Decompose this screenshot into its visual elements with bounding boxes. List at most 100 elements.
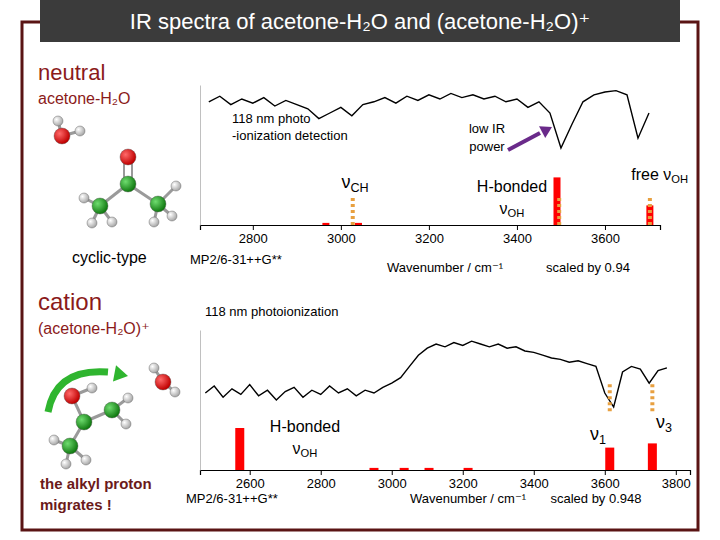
- calc-bar: [355, 223, 362, 225]
- atom: [81, 455, 91, 465]
- x-tick-mark: [253, 225, 254, 230]
- atom: [64, 388, 80, 404]
- text-subscript: 3: [665, 421, 672, 435]
- calc-bar: [235, 428, 244, 470]
- x-tick: 2800: [307, 470, 336, 491]
- text-subscript: OH: [508, 207, 525, 219]
- peak-label: νOH: [293, 440, 318, 459]
- text-part: free ν: [631, 166, 671, 183]
- scale-note: scaled by 0.948: [550, 491, 641, 506]
- y-axis-line: [200, 86, 201, 226]
- atom: [87, 383, 97, 393]
- peak-label: free νOH: [631, 166, 688, 185]
- x-tick-mark: [605, 470, 606, 475]
- atom: [149, 217, 159, 227]
- text-subscript: OH: [671, 173, 688, 185]
- atom: [171, 181, 181, 191]
- detection: -ionization detection: [232, 128, 348, 143]
- atom: [87, 218, 97, 228]
- x-tick-mark: [250, 470, 251, 475]
- x-tick-mark: [321, 470, 322, 475]
- x-tick-label: 3200: [449, 476, 478, 491]
- x-tick-label: 3200: [415, 231, 444, 246]
- panel: 28003000320034003600neutralacetone-H₂Ocy…: [38, 60, 688, 275]
- peak-label: ν1: [590, 424, 606, 447]
- text-part: ν: [500, 200, 508, 217]
- slide-frame: [22, 22, 698, 530]
- y-axis: [200, 331, 201, 471]
- calc-bar: [605, 448, 614, 470]
- x-tick-label: 3400: [503, 231, 532, 246]
- x-tick: 3600: [591, 225, 620, 246]
- x-tick: 2600: [236, 470, 265, 491]
- x-tick: 3400: [520, 470, 549, 491]
- text-subscript: OH: [301, 447, 318, 459]
- x-axis: 2800 3000 3200 3400 3600: [201, 225, 661, 246]
- text-part: ν: [656, 412, 665, 432]
- calc-bar: [425, 468, 434, 470]
- atom: [104, 402, 120, 418]
- x-label: Wavenumber / cm⁻¹: [410, 491, 527, 506]
- atom: [149, 363, 159, 373]
- note: low IR: [469, 121, 505, 136]
- atom: [54, 128, 70, 144]
- method: MP2/6-31++G**: [190, 252, 282, 267]
- spectrum-line: [209, 91, 649, 148]
- peak-label: H-bonded: [270, 418, 340, 435]
- x-tick-label: 2800: [239, 231, 268, 246]
- text-part: ν: [341, 172, 350, 192]
- x-tick: 3600: [591, 470, 620, 491]
- text-part: ν: [293, 440, 301, 457]
- y-axis: [200, 86, 201, 226]
- panel-label: neutral: [38, 60, 105, 85]
- text-subscript: CH: [350, 181, 368, 195]
- text-subscript: 1: [599, 433, 606, 447]
- atom: [76, 414, 92, 430]
- observed-peak: [557, 197, 561, 225]
- arrow-head: [113, 365, 128, 381]
- x-tick-mark: [605, 225, 606, 230]
- observed-peak: [351, 197, 355, 225]
- observed-peak: [650, 383, 654, 411]
- x-tick: 3000: [327, 225, 356, 246]
- observed-peak: [648, 197, 652, 225]
- detection: 118 nm photo: [232, 111, 311, 126]
- x-tick-label: 3600: [591, 476, 620, 491]
- atom: [107, 217, 117, 227]
- atom: [167, 211, 177, 221]
- atom: [92, 198, 108, 214]
- structure-label: cyclic-type: [72, 249, 147, 266]
- x-tick: 3200: [415, 225, 444, 246]
- x-tick: 3400: [503, 225, 532, 246]
- peak-label: ν3: [656, 412, 672, 435]
- structure-label: the alkyl proton: [40, 475, 152, 492]
- atom: [49, 435, 59, 445]
- atom: [61, 459, 71, 469]
- plot-area: [205, 341, 667, 470]
- x-tick: 3200: [449, 470, 478, 491]
- title-box: [40, 0, 680, 42]
- peak-label: νOH: [500, 200, 525, 219]
- atom: [121, 419, 131, 429]
- peak-label: H-bonded: [477, 178, 547, 195]
- x-tick-mark: [429, 225, 430, 230]
- x-tick-label: 2600: [236, 476, 265, 491]
- calc-bar: [369, 468, 378, 470]
- atom: [170, 387, 180, 397]
- x-tick-mark: [392, 470, 393, 475]
- x-tick-mark: [534, 470, 535, 475]
- atom: [120, 176, 136, 192]
- calc-bar: [648, 443, 657, 470]
- structure-label: migrates !: [40, 496, 112, 513]
- x-axis: 2600280030003200340036003800: [201, 470, 691, 491]
- x-tick-mark: [517, 225, 518, 230]
- arrow-head: [539, 126, 552, 138]
- atom: [62, 438, 78, 454]
- x-label: Wavenumber / cm⁻¹: [387, 260, 504, 275]
- scale-note: scaled by 0.94: [546, 260, 630, 275]
- species: (acetone-H₂O)⁺: [38, 320, 150, 337]
- slide-svg: IR spectra of acetone-H₂O and (acetone-H…: [0, 0, 720, 540]
- x-axis-line: [201, 226, 661, 231]
- x-tick-label: 3600: [591, 231, 620, 246]
- x-tick-mark: [341, 225, 342, 230]
